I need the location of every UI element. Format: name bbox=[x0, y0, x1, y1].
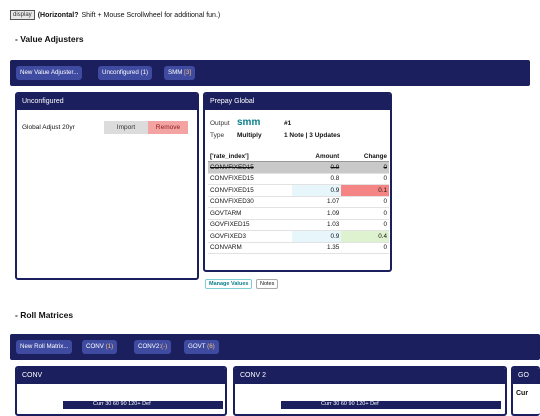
amount-input-cell[interactable]: 0.8 bbox=[292, 173, 342, 185]
table-row: GOVFIXED15 1.03 0 bbox=[208, 219, 389, 231]
table-row: CONVFIXED15 0.8 0 bbox=[208, 173, 389, 185]
rate-index-cell: CONVFIXED30 bbox=[208, 196, 293, 208]
help-bold-text: (Horizontal? bbox=[37, 11, 79, 19]
tab-unconfigured[interactable]: Unconfigured (1) bbox=[98, 66, 153, 80]
rate-index-cell: CONVARM bbox=[208, 242, 293, 254]
matrix-column-header-conv2: Curr 30 60 90 120+ Def bbox=[281, 401, 501, 409]
value-adjusters-navbar: New Value Adjuster... Unconfigured (1) S… bbox=[10, 60, 530, 86]
amount-input-cell[interactable]: 0.9 bbox=[292, 161, 342, 174]
amount-input-cell[interactable]: 1.09 bbox=[292, 207, 342, 220]
type-value: Multiply bbox=[237, 132, 262, 139]
import-button[interactable]: Import bbox=[104, 121, 148, 134]
new-value-adjuster-button[interactable]: New Value Adjuster... bbox=[16, 66, 83, 80]
amount-input-cell[interactable]: 0.9 bbox=[292, 184, 342, 197]
roll-panel-subtext-govt: Cur bbox=[516, 390, 529, 397]
output-value: smm bbox=[237, 117, 261, 128]
change-cell: 0.4 bbox=[341, 230, 389, 243]
table-row: CONVFIXED15 0.9 0 bbox=[208, 161, 389, 174]
change-cell: 0 bbox=[341, 242, 389, 254]
change-cell: 0 bbox=[341, 207, 389, 220]
output-label: Output bbox=[210, 120, 230, 127]
rate-index-cell: CONVFIXED15 bbox=[208, 184, 293, 197]
type-label: Type bbox=[210, 132, 225, 139]
tab-conv[interactable]: CONV (1) bbox=[82, 340, 118, 354]
table-row: CONVFIXED15 0.9 0.1 bbox=[208, 184, 389, 197]
column-header-change: Change bbox=[341, 152, 389, 162]
output-index: #1 bbox=[284, 120, 292, 127]
amount-input-cell[interactable]: 0.9 bbox=[292, 230, 342, 243]
section-title-value-adjusters: - Value Adjusters bbox=[15, 34, 84, 44]
rate-index-cell: GOVTARM bbox=[208, 207, 293, 220]
tab-govt[interactable]: GOVT (6) bbox=[184, 340, 219, 354]
roll-panel-title-conv: CONV bbox=[17, 368, 225, 384]
roll-matrix-panel-conv2: CONV 2 Curr 30 60 90 120+ Def bbox=[233, 366, 507, 416]
change-cell: 0.1 bbox=[341, 184, 389, 197]
type-notes: 1 Note | 3 Updates bbox=[284, 132, 341, 139]
change-cell: 0 bbox=[341, 196, 389, 208]
tab-smm[interactable]: SMM [3] bbox=[164, 66, 196, 80]
rate-index-cell: CONVFIXED15 bbox=[208, 161, 293, 174]
section-title-roll-matrices: - Roll Matrices bbox=[15, 310, 74, 320]
tab-conv2[interactable]: CONV2:(-) bbox=[134, 340, 172, 354]
unconfigured-panel: Unconfigured Global Adjust 20yr Import R… bbox=[15, 92, 199, 280]
change-cell: 0 bbox=[341, 173, 389, 185]
prepay-global-panel: Prepay Global Output smm #1 Type Multipl… bbox=[203, 92, 392, 272]
roll-matrix-panel-govt: GO Cur bbox=[511, 366, 540, 416]
column-header-amount: Amount bbox=[292, 152, 342, 162]
column-header-rate-index: ['rate_index'] bbox=[208, 152, 293, 162]
rate-index-cell: GOVFIXED3 bbox=[208, 230, 293, 243]
table-row: CONVARM 1.35 0 bbox=[208, 242, 389, 254]
new-roll-matrix-button[interactable]: New Roll Matrix... bbox=[16, 340, 73, 354]
help-text: Shift + Mouse Scrollwheel for additional… bbox=[81, 11, 221, 19]
amount-input-cell[interactable]: 1.07 bbox=[292, 196, 342, 208]
roll-panel-title-govt: GO bbox=[513, 368, 540, 384]
tab-manage-values[interactable]: Manage Values bbox=[205, 279, 253, 289]
prepay-panel-title: Prepay Global bbox=[205, 94, 390, 110]
table-row: GOVTARM 1.09 0 bbox=[208, 207, 389, 220]
rate-index-cell: CONVFIXED15 bbox=[208, 173, 293, 185]
values-table: ['rate_index'] Amount Change CONVFIXED15… bbox=[208, 152, 389, 254]
help-line: display (Horizontal? Shift + Mouse Scrol… bbox=[10, 10, 220, 20]
change-cell: 0 bbox=[341, 219, 389, 231]
display-toggle-button[interactable]: display bbox=[10, 10, 35, 20]
roll-panel-title-conv2: CONV 2 bbox=[235, 368, 505, 384]
adjuster-item-label: Global Adjust 20yr bbox=[22, 124, 75, 131]
table-row: GOVFIXED3 0.9 0.4 bbox=[208, 230, 389, 243]
change-cell: 0 bbox=[341, 161, 389, 174]
unconfigured-panel-title: Unconfigured bbox=[17, 94, 197, 110]
table-row: CONVFIXED30 1.07 0 bbox=[208, 196, 389, 208]
roll-matrices-navbar: New Roll Matrix... CONV (1) CONV2:(-) GO… bbox=[10, 334, 540, 360]
roll-matrix-panel-conv: CONV Curr 30 60 90 120+ Def bbox=[15, 366, 227, 416]
rate-index-cell: GOVFIXED15 bbox=[208, 219, 293, 231]
matrix-column-header-conv: Curr 30 60 90 120+ Def bbox=[63, 401, 223, 409]
remove-button[interactable]: Remove bbox=[148, 121, 188, 134]
tab-notes[interactable]: Notes bbox=[256, 279, 279, 289]
amount-input-cell[interactable]: 1.03 bbox=[292, 219, 342, 231]
amount-input-cell[interactable]: 1.35 bbox=[292, 242, 342, 254]
